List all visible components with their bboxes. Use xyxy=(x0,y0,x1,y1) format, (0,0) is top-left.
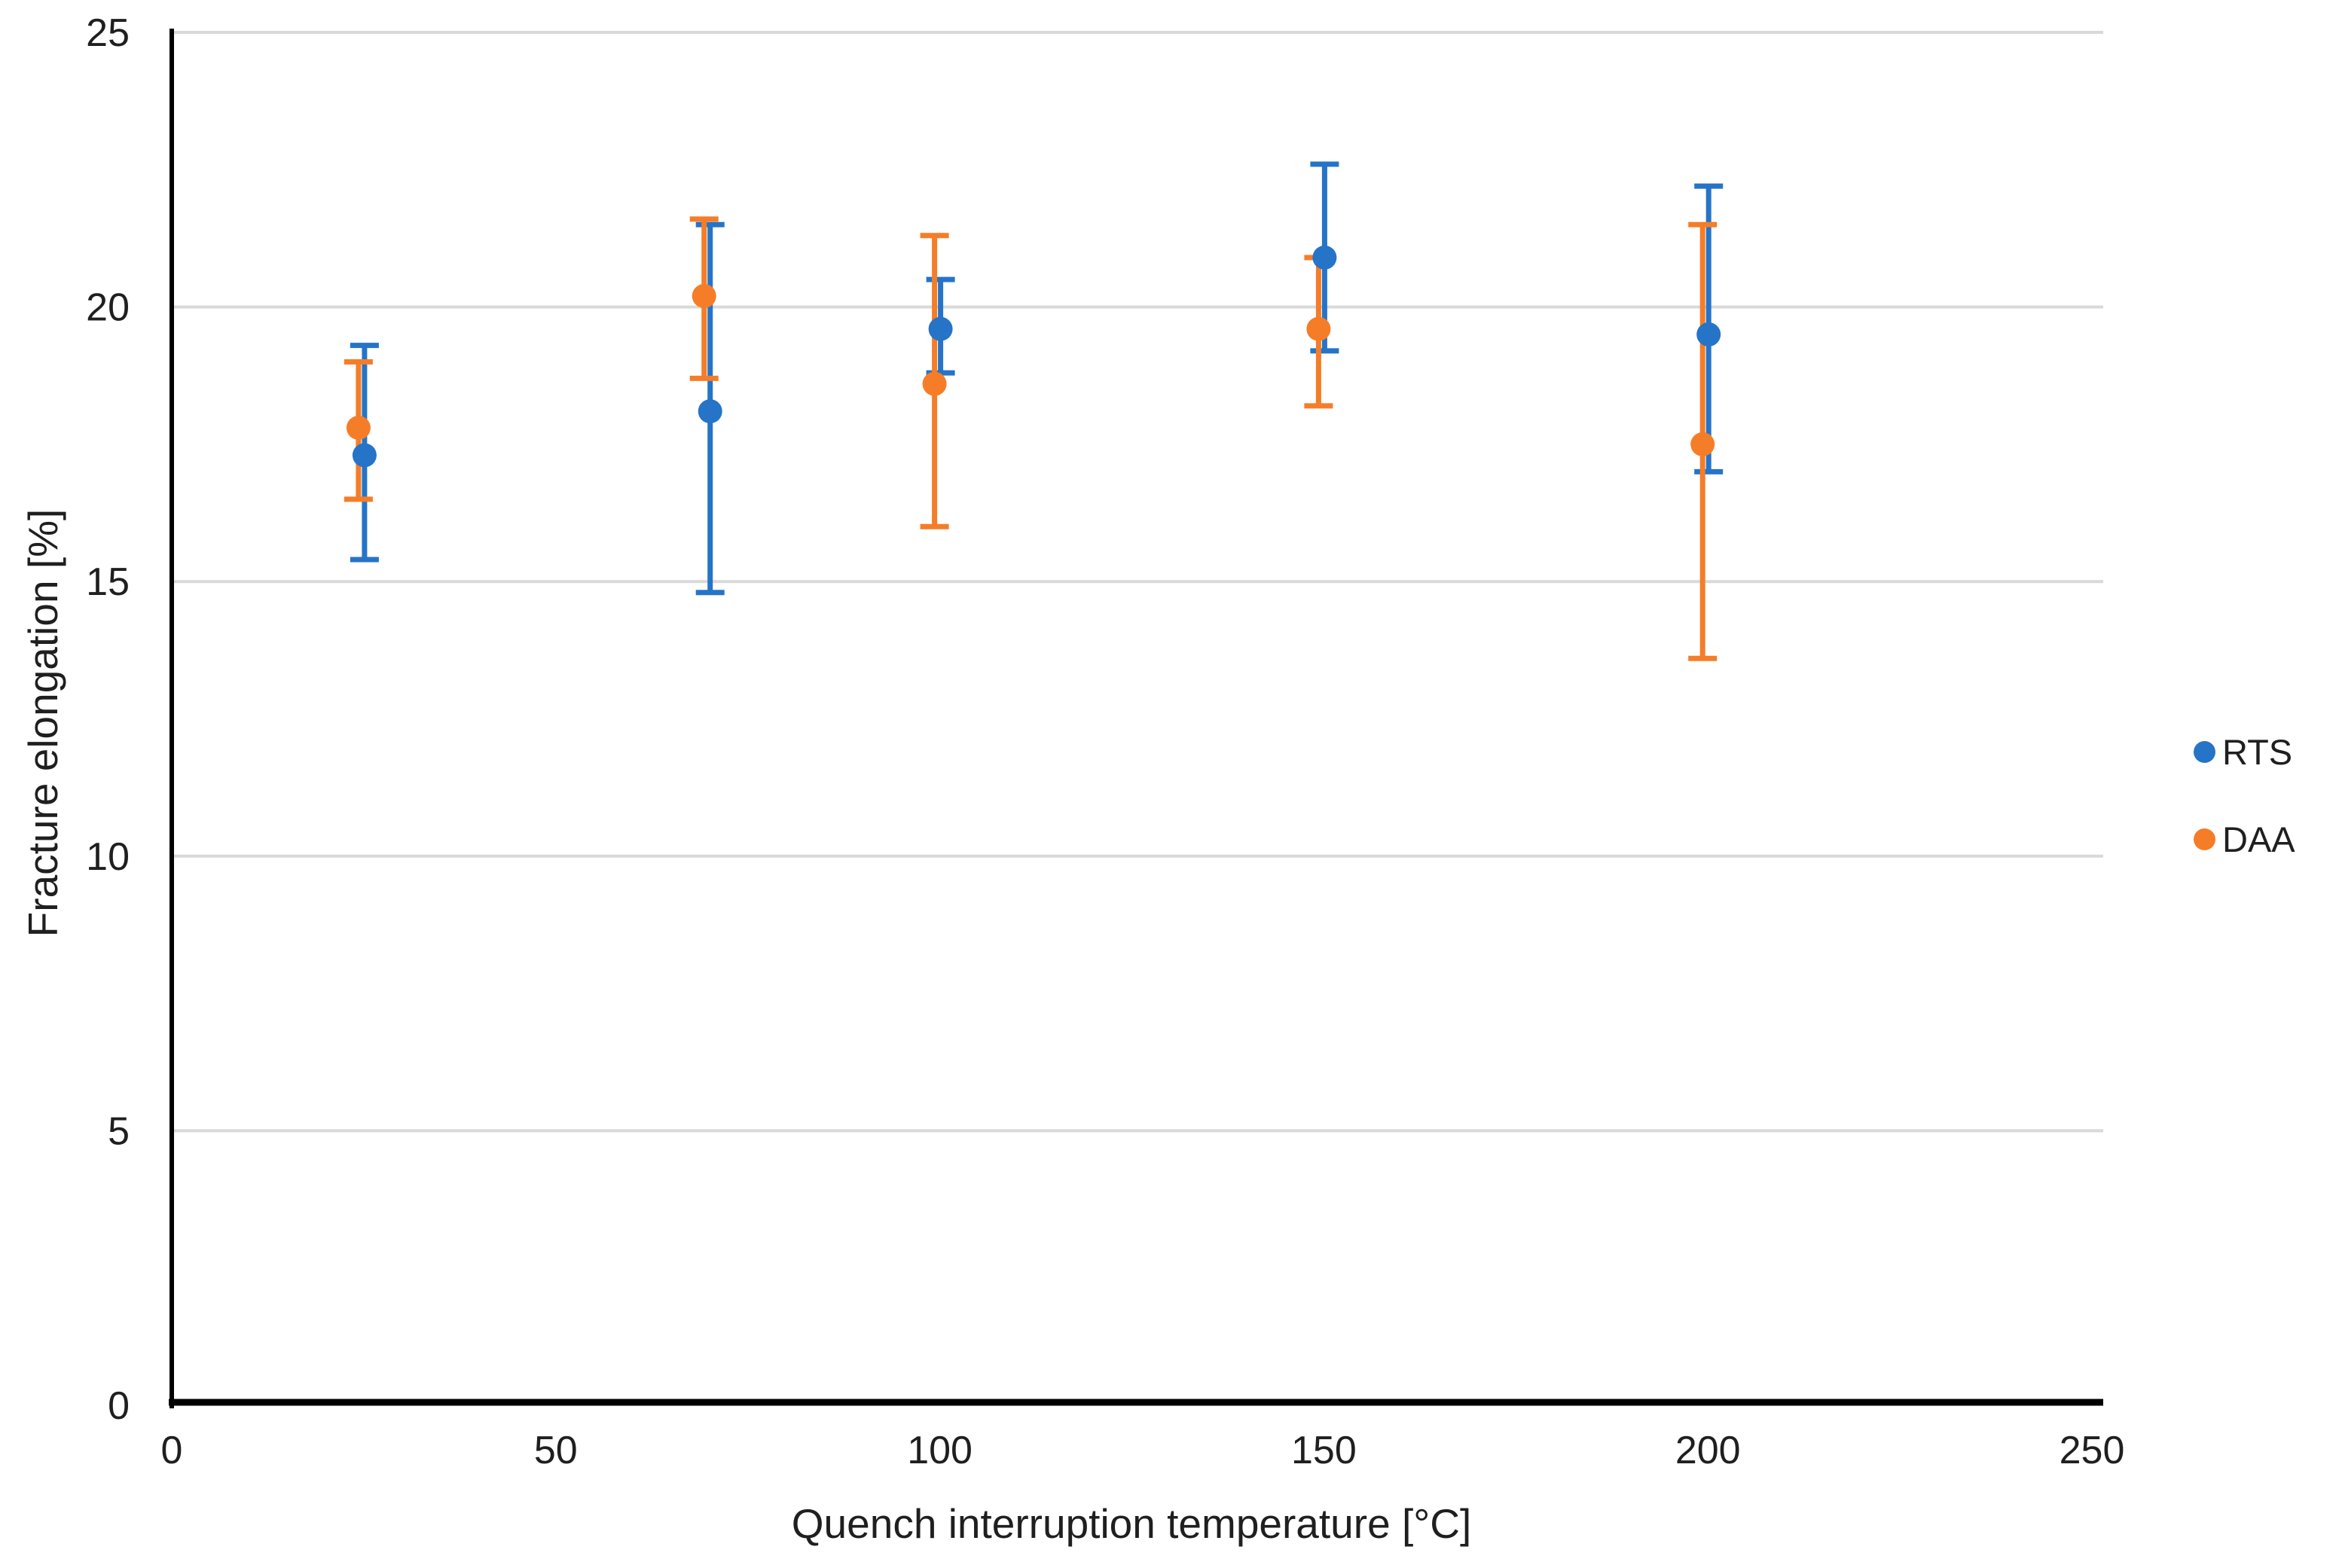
x-tick-label-150: 150 xyxy=(1291,1429,1357,1472)
daa-data-point xyxy=(922,371,947,396)
daa-data-point xyxy=(1306,316,1331,341)
y-tick-label-0: 0 xyxy=(108,1384,130,1428)
x-tick-label-250: 250 xyxy=(2060,1429,2125,1472)
y-tick-label-5: 5 xyxy=(108,1109,130,1153)
legend-item-daa: DAA xyxy=(2194,819,2295,859)
daa-data-point xyxy=(1690,432,1715,456)
x-tick-label-50: 50 xyxy=(534,1429,578,1472)
legend-item-rts: RTS xyxy=(2194,732,2295,771)
rts-data-point xyxy=(1312,245,1337,270)
rts-data-point xyxy=(928,316,953,341)
y-tick-label-10: 10 xyxy=(86,835,130,879)
rts-data-point xyxy=(1696,322,1721,347)
legend-marker-icon xyxy=(2194,828,2215,850)
legend-marker-icon xyxy=(2194,740,2215,763)
daa-data-point xyxy=(346,416,371,441)
legend: RTS DAA xyxy=(2194,732,2295,859)
daa-data-point xyxy=(692,284,716,309)
y-axis-title: Fracture elongation [%] xyxy=(20,508,66,938)
y-tick-label-15: 15 xyxy=(86,560,130,604)
x-tick-label-100: 100 xyxy=(907,1429,973,1472)
y-tick-label-20: 20 xyxy=(86,286,130,330)
legend-label: RTS xyxy=(2222,731,2293,772)
rts-data-point xyxy=(698,399,722,424)
y-tick-label-25: 25 xyxy=(86,11,130,55)
legend-label: DAA xyxy=(2222,819,2295,859)
rts-data-point xyxy=(352,443,377,468)
x-axis-title: Quench interruption temperature [°C] xyxy=(791,1500,1472,1547)
x-tick-label-200: 200 xyxy=(1675,1429,1741,1472)
x-tick-label-0: 0 xyxy=(161,1429,183,1472)
